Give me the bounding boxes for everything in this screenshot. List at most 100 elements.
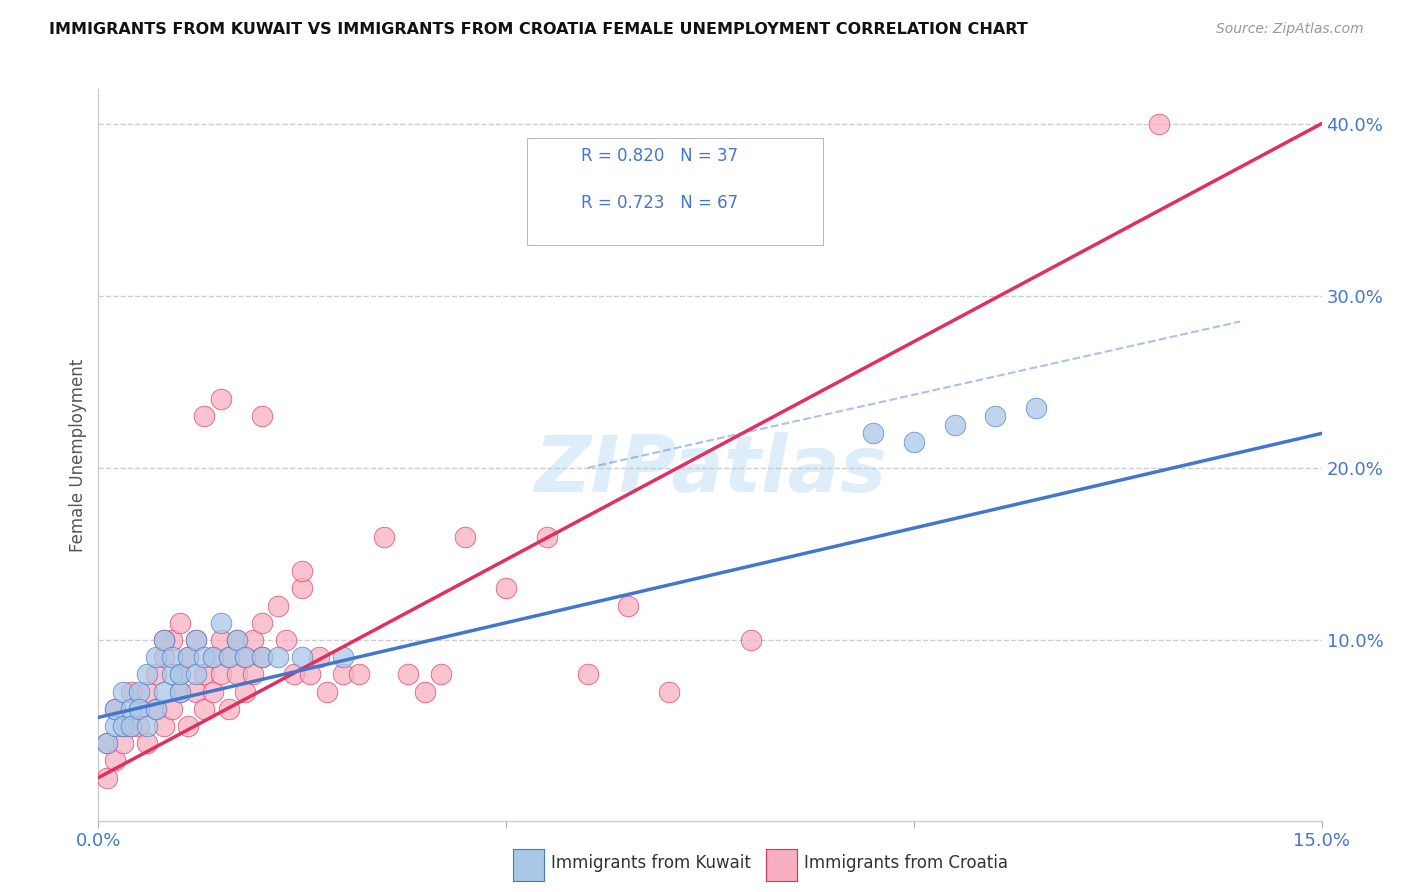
Point: [218, 702, 240, 716]
Point: [349, 667, 371, 681]
Point: [128, 702, 150, 716]
Point: [201, 684, 224, 698]
Point: [299, 667, 322, 681]
Text: ZIPatlas: ZIPatlas: [534, 432, 886, 508]
Point: [315, 684, 337, 698]
Point: [152, 632, 174, 647]
Point: [160, 702, 183, 716]
Point: [658, 684, 681, 698]
Point: [145, 650, 167, 665]
Point: [120, 719, 142, 733]
Point: [152, 719, 174, 733]
Point: [209, 392, 232, 406]
Point: [111, 684, 134, 698]
Point: [96, 771, 118, 785]
Text: Source: ZipAtlas.com: Source: ZipAtlas.com: [1216, 22, 1364, 37]
Point: [193, 667, 215, 681]
Point: [160, 632, 183, 647]
Point: [201, 650, 224, 665]
Point: [152, 684, 174, 698]
Point: [617, 599, 640, 613]
Point: [332, 650, 354, 665]
Point: [177, 650, 200, 665]
Point: [193, 650, 215, 665]
Point: [111, 719, 134, 733]
Point: [536, 530, 558, 544]
Point: [136, 667, 159, 681]
Point: [250, 650, 273, 665]
Point: [862, 426, 884, 441]
Point: [454, 530, 477, 544]
Point: [209, 667, 232, 681]
Point: [136, 719, 159, 733]
Point: [209, 632, 232, 647]
Point: [169, 667, 191, 681]
Point: [740, 632, 762, 647]
Point: [145, 702, 167, 716]
Point: [169, 684, 191, 698]
Point: [250, 409, 273, 424]
Point: [291, 650, 314, 665]
Point: [186, 684, 208, 698]
Point: [218, 650, 240, 665]
Point: [111, 719, 134, 733]
Point: [120, 719, 142, 733]
Point: [576, 667, 599, 681]
Point: [96, 736, 118, 750]
Point: [193, 409, 215, 424]
Point: [226, 632, 249, 647]
Point: [128, 719, 150, 733]
Point: [283, 667, 305, 681]
Point: [242, 667, 264, 681]
Point: [201, 650, 224, 665]
Point: [984, 409, 1007, 424]
Point: [104, 702, 127, 716]
Point: [186, 632, 208, 647]
Point: [169, 684, 191, 698]
Text: Immigrants from Kuwait: Immigrants from Kuwait: [551, 855, 751, 872]
Point: [145, 702, 167, 716]
Point: [267, 650, 290, 665]
Point: [226, 632, 249, 647]
Point: [226, 667, 249, 681]
Point: [233, 684, 256, 698]
Point: [128, 684, 150, 698]
Point: [943, 417, 966, 432]
Point: [373, 530, 395, 544]
Text: R = 0.723   N = 67: R = 0.723 N = 67: [581, 194, 738, 211]
Point: [177, 650, 200, 665]
Point: [104, 753, 127, 767]
Point: [250, 615, 273, 630]
Point: [160, 667, 183, 681]
Text: R = 0.820   N = 37: R = 0.820 N = 37: [581, 147, 738, 165]
Y-axis label: Female Unemployment: Female Unemployment: [69, 359, 87, 551]
Point: [250, 650, 273, 665]
Point: [413, 684, 436, 698]
Point: [96, 736, 118, 750]
Point: [267, 599, 290, 613]
Point: [242, 632, 264, 647]
Text: Immigrants from Croatia: Immigrants from Croatia: [804, 855, 1008, 872]
Point: [136, 684, 159, 698]
Point: [495, 582, 517, 596]
Point: [169, 667, 191, 681]
Point: [903, 435, 925, 450]
Point: [128, 702, 150, 716]
Point: [1147, 117, 1170, 131]
Point: [332, 667, 354, 681]
Point: [308, 650, 330, 665]
Point: [291, 582, 314, 596]
Point: [120, 684, 142, 698]
Point: [396, 667, 419, 681]
Point: [274, 632, 297, 647]
Point: [430, 667, 453, 681]
Point: [186, 667, 208, 681]
Point: [104, 702, 127, 716]
Point: [209, 615, 232, 630]
Point: [160, 650, 183, 665]
Point: [152, 632, 174, 647]
Point: [120, 702, 142, 716]
Point: [136, 736, 159, 750]
Point: [291, 564, 314, 578]
Point: [233, 650, 256, 665]
